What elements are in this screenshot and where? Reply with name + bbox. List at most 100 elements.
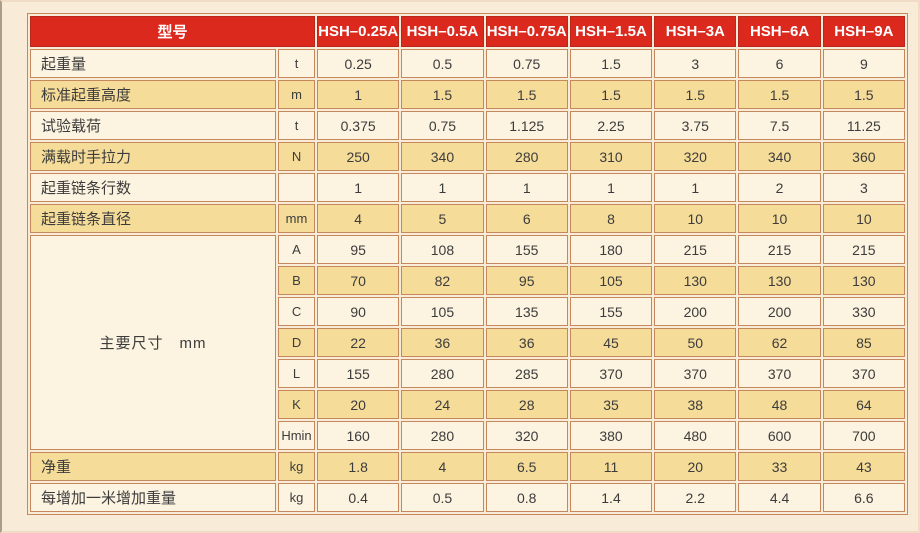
- cell-value: 9: [822, 49, 905, 78]
- row-label: 满载时手拉力: [30, 142, 276, 171]
- cell-value: 370: [822, 359, 905, 388]
- cell-value: 1.5: [569, 80, 653, 109]
- cell-value: 0.75: [401, 111, 484, 140]
- cell-value: 1: [317, 80, 400, 109]
- dimension-sub-label: A: [278, 235, 316, 264]
- column-header: HSH–0.25A: [317, 16, 400, 47]
- cell-value: 1: [654, 173, 737, 202]
- dimension-sub-label: D: [278, 328, 316, 357]
- cell-value: 380: [569, 421, 653, 450]
- cell-value: 1.8: [317, 452, 400, 481]
- cell-value: 3.75: [654, 111, 737, 140]
- cell-value: 6: [485, 204, 568, 233]
- cell-value: 155: [485, 235, 568, 264]
- cell-value: 1: [485, 173, 568, 202]
- cell-value: 28: [485, 390, 568, 419]
- dimension-sub-label: Hmin: [278, 421, 316, 450]
- cell-value: 0.5: [401, 49, 484, 78]
- cell-value: 10: [822, 204, 905, 233]
- cell-value: 4: [317, 204, 400, 233]
- cell-value: 340: [401, 142, 484, 171]
- cell-value: 10: [738, 204, 821, 233]
- cell-value: 1.5: [822, 80, 905, 109]
- cell-value: 215: [822, 235, 905, 264]
- cell-value: 43: [822, 452, 905, 481]
- cell-value: 0.8: [485, 483, 568, 512]
- table-row: 标准起重高度 m 1 1.5 1.5 1.5 1.5 1.5 1.5: [30, 80, 905, 109]
- cell-value: 155: [569, 297, 653, 326]
- dimension-sub-label: L: [278, 359, 316, 388]
- cell-value: 280: [485, 142, 568, 171]
- dimension-sub-label: C: [278, 297, 316, 326]
- cell-value: 1.4: [569, 483, 653, 512]
- cell-value: 200: [738, 297, 821, 326]
- cell-value: 20: [317, 390, 400, 419]
- header-row: 型号 HSH–0.25A HSH–0.5A HSH–0.75A HSH–1.5A HSH…: [30, 16, 905, 47]
- cell-value: 105: [401, 297, 484, 326]
- cell-value: 95: [317, 235, 400, 264]
- cell-value: 11.25: [822, 111, 905, 140]
- cell-value: 1.5: [738, 80, 821, 109]
- cell-value: 1: [401, 173, 484, 202]
- table-row: 起重链条直径 mm 4 5 6 8 10 10 10: [30, 204, 905, 233]
- cell-value: 82: [401, 266, 484, 295]
- cell-value: 0.75: [485, 49, 568, 78]
- cell-value: 62: [738, 328, 821, 357]
- cell-value: 1.5: [401, 80, 484, 109]
- row-unit: kg: [278, 452, 316, 481]
- cell-value: 0.4: [317, 483, 400, 512]
- cell-value: 36: [485, 328, 568, 357]
- row-unit: [278, 173, 316, 202]
- cell-value: 370: [738, 359, 821, 388]
- table-row: 每增加一米增加重量 kg 0.4 0.5 0.8 1.4 2.2 4.4 6.6: [30, 483, 905, 512]
- cell-value: 700: [822, 421, 905, 450]
- table-row: 净重 kg 1.8 4 6.5 11 20 33 43: [30, 452, 905, 481]
- table-row: Hmin 160 280 320 380 480 600 700: [30, 421, 905, 450]
- table-row: K 20 24 28 35 38 48 64: [30, 390, 905, 419]
- cell-value: 3: [654, 49, 737, 78]
- cell-value: 160: [317, 421, 400, 450]
- model-header-label: 型号: [30, 16, 316, 47]
- row-unit: m: [278, 80, 316, 109]
- cell-value: 600: [738, 421, 821, 450]
- cell-value: 24: [401, 390, 484, 419]
- cell-value: 130: [822, 266, 905, 295]
- table-row: L 155 280 285 370 370 370 370: [30, 359, 905, 388]
- row-unit: mm: [278, 204, 316, 233]
- cell-value: 480: [654, 421, 737, 450]
- cell-value: 3: [822, 173, 905, 202]
- cell-value: 0.375: [317, 111, 400, 140]
- cell-value: 1.5: [569, 49, 653, 78]
- cell-value: 35: [569, 390, 653, 419]
- cell-value: 215: [654, 235, 737, 264]
- dimension-sub-label: B: [278, 266, 316, 295]
- cell-value: 6.6: [822, 483, 905, 512]
- row-label: 起重链条直径: [30, 204, 276, 233]
- cell-value: 285: [485, 359, 568, 388]
- row-unit: N: [278, 142, 316, 171]
- cell-value: 330: [822, 297, 905, 326]
- table-row: 满载时手拉力 N 250 340 280 310 320 340 360: [30, 142, 905, 171]
- column-header: HSH–1.5A: [569, 16, 653, 47]
- cell-value: 340: [738, 142, 821, 171]
- cell-value: 22: [317, 328, 400, 357]
- cell-value: 2.2: [654, 483, 737, 512]
- cell-value: 45: [569, 328, 653, 357]
- row-label: 起重链条行数: [30, 173, 276, 202]
- cell-value: 200: [654, 297, 737, 326]
- cell-value: 20: [654, 452, 737, 481]
- cell-value: 0.5: [401, 483, 484, 512]
- cell-value: 108: [401, 235, 484, 264]
- column-header: HSH–9A: [822, 16, 905, 47]
- row-unit: kg: [278, 483, 316, 512]
- cell-value: 130: [738, 266, 821, 295]
- cell-value: 1: [317, 173, 400, 202]
- row-unit: t: [278, 111, 316, 140]
- cell-value: 370: [654, 359, 737, 388]
- cell-value: 48: [738, 390, 821, 419]
- cell-value: 85: [822, 328, 905, 357]
- cell-value: 38: [654, 390, 737, 419]
- cell-value: 320: [654, 142, 737, 171]
- cell-value: 7.5: [738, 111, 821, 140]
- table-row: 起重量 t 0.25 0.5 0.75 1.5 3 6 9: [30, 49, 905, 78]
